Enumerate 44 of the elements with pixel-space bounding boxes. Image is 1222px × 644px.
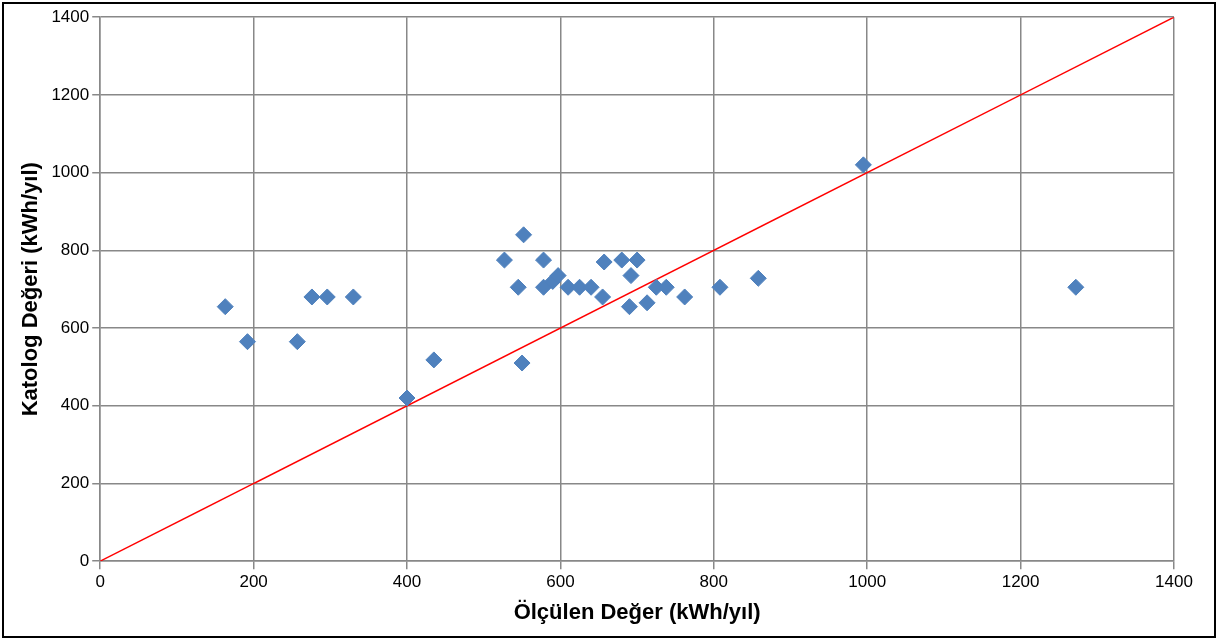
point — [638, 294, 656, 312]
point — [854, 156, 872, 174]
point — [495, 251, 513, 269]
point — [613, 251, 631, 269]
x-tick-label: 200 — [239, 572, 268, 592]
y-tick-label: 0 — [79, 550, 90, 570]
x-axis-title: Ölçülen Değer (kWh/yıl) — [513, 598, 761, 624]
point — [749, 269, 767, 287]
x-tick-label: 1000 — [848, 572, 887, 592]
y-tick-label: 1400 — [51, 6, 90, 26]
y-tick-label: 1200 — [51, 84, 90, 104]
y-tick-label: 400 — [60, 395, 90, 415]
y-tick-label: 600 — [60, 317, 90, 337]
x-tick-label: 800 — [699, 572, 728, 592]
point — [318, 288, 336, 306]
point — [628, 251, 646, 269]
point — [595, 253, 613, 271]
point — [344, 288, 362, 306]
point — [288, 333, 306, 351]
point — [509, 278, 527, 296]
point — [303, 288, 321, 306]
y-axis-title: Katolog Değeri (kWh/yıl) — [17, 162, 43, 417]
point — [216, 298, 234, 316]
y-tick-label: 800 — [60, 240, 90, 260]
point — [622, 267, 640, 285]
point — [238, 333, 256, 351]
point — [398, 389, 416, 407]
point — [711, 278, 729, 296]
point — [676, 288, 694, 306]
x-tick-label: 0 — [95, 572, 105, 592]
point — [594, 288, 612, 306]
point — [515, 226, 533, 244]
x-tick-label: 600 — [546, 572, 575, 592]
point — [425, 351, 443, 369]
y-tick-label: 200 — [60, 473, 90, 493]
point — [513, 354, 531, 372]
x-tick-label: 1400 — [1155, 572, 1193, 592]
point — [1067, 278, 1085, 296]
y-tick-label: 1000 — [51, 162, 90, 182]
point — [535, 251, 553, 269]
point — [549, 267, 567, 285]
point — [620, 298, 638, 316]
x-tick-label: 400 — [392, 572, 422, 592]
x-tick-label: 1200 — [1001, 572, 1040, 592]
